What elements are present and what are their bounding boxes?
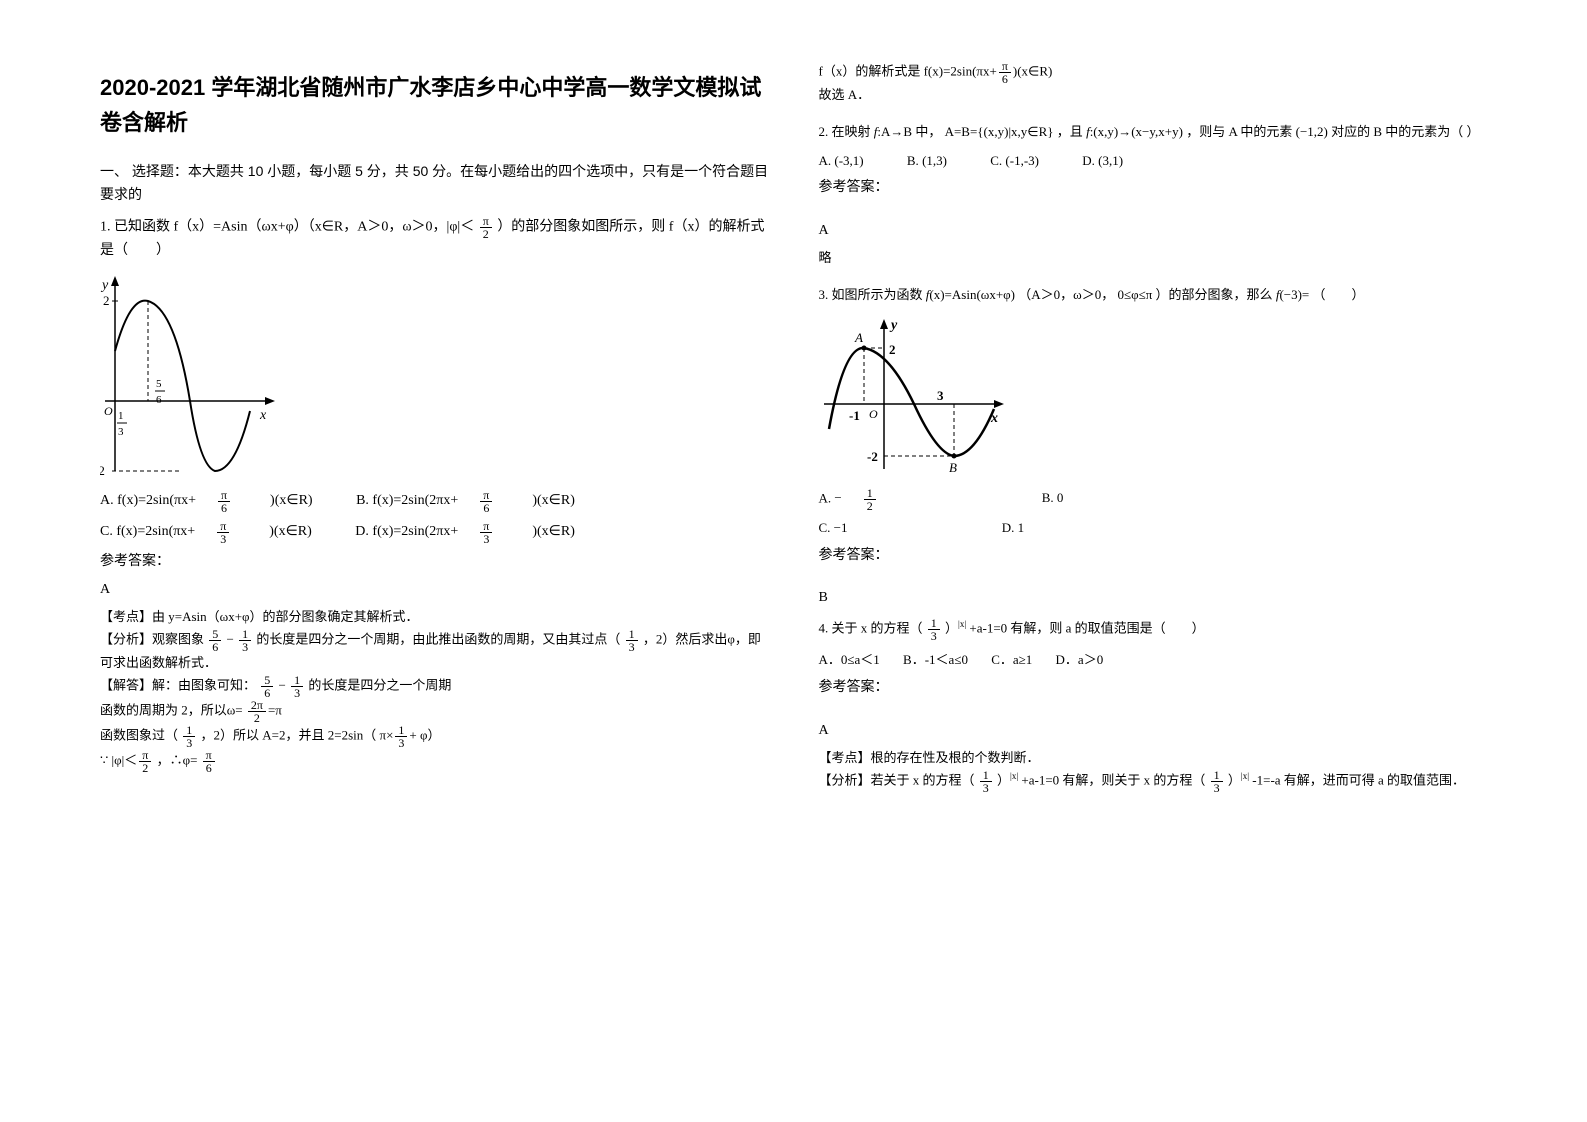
q2-answer-label: 参考答案： xyxy=(819,177,1488,199)
q1-option-row-2: C. f(x)=2sin(πx+π3)(x∈R) D. f(x)=2sin(2π… xyxy=(100,520,769,545)
svg-text:6: 6 xyxy=(156,394,162,406)
q3-graph: y x O 2 A -1 3 -2 B xyxy=(819,314,1009,479)
q1-jieda-1: 【解答】解：由图象可知： 56 − 13 的长度是四分之一个周期 xyxy=(100,674,769,699)
svg-text:5: 5 xyxy=(156,378,162,390)
q2-opt-a: A. (-3,1) xyxy=(819,153,884,168)
q3-opt-c: C. −1 xyxy=(819,518,979,539)
q4-answer: A xyxy=(819,720,1488,742)
q4-opt-c: C．a≥1 xyxy=(991,652,1032,667)
question-1: 1. 已知函数 f（x）=Asin（ωx+φ）（x∈R，A＞0，ω＞0，|φ|＜… xyxy=(100,215,769,262)
svg-text:2: 2 xyxy=(103,293,110,308)
q3-options-1: A. −12 B. 0 xyxy=(819,487,1488,512)
q4-fenxi: 【分析】若关于 x 的方程（ 13 ）|x| +a‑1=0 有解，则关于 x 的… xyxy=(819,769,1488,794)
q4-opt-b: B．‑1＜a≤0 xyxy=(903,652,968,667)
q4-opt-a: A．0≤a＜1 xyxy=(819,652,880,667)
q2-opt-b: B. (1,3) xyxy=(907,153,967,168)
q1-right-a: f（x）的解析式是 f(x)=2sin(πx+π6)(x∈R) xyxy=(819,60,1488,85)
left-column: 2020-2021 学年湖北省随州市广水李店乡中心中学高一数学文模拟试卷含解析 … xyxy=(100,60,769,794)
right-column: f（x）的解析式是 f(x)=2sin(πx+π6)(x∈R) 故选 A． 2.… xyxy=(819,60,1488,794)
q4-options: A．0≤a＜1 B．‑1＜a≤0 C．a≥1 D．a＞0 xyxy=(819,650,1488,671)
question-4: 4. 关于 x 的方程（ 13 ）|x| +a‑1=0 有解，则 a 的取值范围… xyxy=(819,617,1488,642)
q1-kaodian: 【考点】由 y=Asin（ωx+φ）的部分图象确定其解析式． xyxy=(100,607,769,628)
q4-answer-label: 参考答案： xyxy=(819,677,1488,699)
q2-options: A. (-3,1) B. (1,3) C. (-1,-3) D. (3,1) xyxy=(819,151,1488,172)
q2-opt-c: C. (-1,-3) xyxy=(990,153,1059,168)
q2-answer: A xyxy=(819,220,1488,242)
q3-answer: B xyxy=(819,587,1488,609)
q1-graph: y x 2 -2 1 3 5 6 O xyxy=(100,271,280,481)
question-3: 3. 如图所示为函数 f(x)=Asin(ωx+φ) （A＞0，ω＞0， 0≤φ… xyxy=(819,285,1488,306)
q3-opt-d: D. 1 xyxy=(1002,520,1044,535)
svg-text:-2: -2 xyxy=(100,463,105,478)
q3-options-2: C. −1 D. 1 xyxy=(819,518,1488,539)
q1-right-b: 故选 A． xyxy=(819,85,1488,106)
svg-text:y: y xyxy=(100,278,109,293)
svg-text:B: B xyxy=(949,460,957,475)
q2-opt-d: D. (3,1) xyxy=(1082,153,1143,168)
q1-option-row-1: A. f(x)=2sin(πx+π6)(x∈R) B. f(x)=2sin(2π… xyxy=(100,489,769,514)
svg-text:A: A xyxy=(854,330,863,345)
svg-text:3: 3 xyxy=(118,426,124,438)
q1-jieda-2: 函数的周期为 2，所以ω= 2π2=π xyxy=(100,699,769,724)
q3-opt-b: B. 0 xyxy=(1042,490,1084,505)
q1-opt-b: B. f(x)=2sin(2πx+π6)(x∈R) xyxy=(356,493,595,508)
fraction-pi-2: π2 xyxy=(480,215,492,240)
q4-kaodian: 【考点】根的存在性及根的个数判断． xyxy=(819,748,1488,769)
svg-text:-2: -2 xyxy=(867,449,878,464)
question-2: 2. 在映射 f:A→B 中， A=B={(x,y)|x,y∈R} ，且 f:(… xyxy=(819,122,1488,143)
q1-stem-a: 1. 已知函数 f（x）=Asin（ωx+φ）（x∈R，A＞0，ω＞0，|φ|＜ xyxy=(100,220,474,235)
svg-text:1: 1 xyxy=(118,410,124,422)
q1-answer-label: 参考答案： xyxy=(100,551,769,573)
q1-jieda-3: 函数图象过（ 13 ，2）所以 A=2，并且 2=2sin（ π×13+ φ） xyxy=(100,724,769,749)
q3-opt-a: A. −12 xyxy=(819,487,1019,512)
svg-text:y: y xyxy=(889,318,898,333)
q1-fenxi: 【分析】观察图象 56 − 13 的长度是四分之一个周期，由此推出函数的周期，又… xyxy=(100,628,769,674)
q4-opt-d: D．a＞0 xyxy=(1056,652,1104,667)
q1-answer: A xyxy=(100,579,769,601)
svg-text:-1: -1 xyxy=(849,408,860,423)
svg-text:O: O xyxy=(104,404,113,418)
q3-answer-label: 参考答案： xyxy=(819,545,1488,567)
q2-lue: 略 xyxy=(819,248,1488,269)
section-1-heading: 一、 选择题：本大题共 10 小题，每小题 5 分，共 50 分。在每小题给出的… xyxy=(100,160,769,205)
svg-text:3: 3 xyxy=(937,388,944,403)
q1-opt-d: D. f(x)=2sin(2πx+π3)(x∈R) xyxy=(355,524,595,539)
svg-text:2: 2 xyxy=(889,342,896,357)
svg-text:O: O xyxy=(869,407,878,421)
q1-opt-a: A. f(x)=2sin(πx+π6)(x∈R) xyxy=(100,493,333,508)
q1-opt-c: C. f(x)=2sin(πx+π3)(x∈R) xyxy=(100,524,332,539)
page: 2020-2021 学年湖北省随州市广水李店乡中心中学高一数学文模拟试卷含解析 … xyxy=(0,0,1587,834)
svg-text:x: x xyxy=(259,408,267,423)
doc-title: 2020-2021 学年湖北省随州市广水李店乡中心中学高一数学文模拟试卷含解析 xyxy=(100,70,769,140)
q1-jieda-4: ∵ |φ|＜π2 ，∴φ= π6 xyxy=(100,749,769,774)
